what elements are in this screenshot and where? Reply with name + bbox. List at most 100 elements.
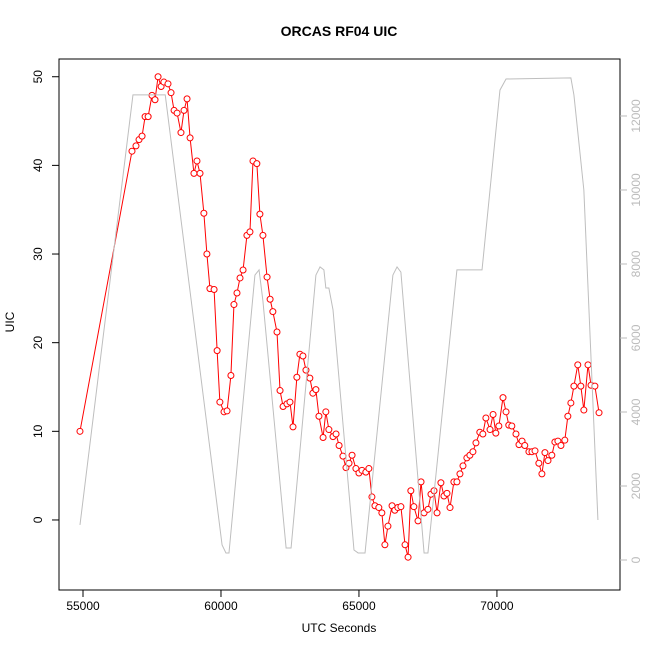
point xyxy=(577,382,585,390)
point xyxy=(535,459,543,467)
point xyxy=(180,106,188,114)
x-axis-label: UTC Seconds xyxy=(302,621,377,635)
point xyxy=(495,422,503,430)
point xyxy=(443,489,451,497)
point xyxy=(273,328,281,336)
point xyxy=(407,487,415,495)
point xyxy=(502,408,510,416)
point xyxy=(293,373,301,381)
point xyxy=(154,73,162,81)
point xyxy=(381,541,389,549)
point xyxy=(190,169,198,177)
point xyxy=(164,80,172,88)
point xyxy=(499,394,507,402)
point xyxy=(574,361,582,369)
point xyxy=(128,147,136,155)
point xyxy=(276,387,284,395)
point xyxy=(173,109,181,117)
point xyxy=(315,412,323,420)
point xyxy=(538,470,546,478)
point xyxy=(512,430,520,438)
point xyxy=(348,451,356,459)
point xyxy=(378,509,386,517)
point xyxy=(299,352,307,360)
point xyxy=(365,465,373,473)
x-tick-label: 55000 xyxy=(66,599,100,613)
point xyxy=(446,504,454,512)
point xyxy=(200,209,208,217)
plot-box xyxy=(58,58,621,591)
point xyxy=(541,449,549,457)
y2-tick-label: 4000 xyxy=(629,398,643,425)
y-tick-label: 0 xyxy=(31,516,45,523)
point xyxy=(183,95,191,103)
x-tick-label: 65000 xyxy=(342,599,376,613)
point xyxy=(203,250,211,258)
point xyxy=(186,134,194,142)
point xyxy=(368,493,376,501)
point xyxy=(76,427,84,435)
point xyxy=(479,430,487,438)
point xyxy=(223,407,231,415)
point xyxy=(437,479,445,487)
point xyxy=(453,478,461,486)
point xyxy=(469,448,477,456)
point xyxy=(384,522,392,530)
point xyxy=(482,414,490,422)
point xyxy=(138,132,146,140)
point xyxy=(253,160,261,168)
point xyxy=(319,434,327,442)
point xyxy=(508,422,516,430)
point xyxy=(210,285,218,293)
point xyxy=(322,408,330,416)
point xyxy=(424,505,432,513)
point xyxy=(196,169,204,177)
point xyxy=(404,553,412,561)
y2-tick-label: 0 xyxy=(629,556,643,563)
point xyxy=(489,410,497,418)
point xyxy=(557,442,565,450)
point xyxy=(580,406,588,414)
point xyxy=(459,462,467,470)
point xyxy=(325,426,333,434)
point xyxy=(216,398,224,406)
point xyxy=(339,452,347,460)
point xyxy=(486,426,494,434)
point xyxy=(266,295,274,303)
point xyxy=(177,129,185,137)
point xyxy=(259,231,267,239)
point xyxy=(246,228,254,236)
y-tick-label: 50 xyxy=(31,70,45,84)
point xyxy=(414,517,422,525)
point xyxy=(584,361,592,369)
point xyxy=(521,442,529,450)
y2-tick-label: 12000 xyxy=(629,99,643,133)
point xyxy=(564,412,572,420)
y2-tick-label: 2000 xyxy=(629,472,643,499)
point xyxy=(233,289,241,297)
y-tick-label: 30 xyxy=(31,247,45,261)
point xyxy=(151,96,159,104)
point xyxy=(433,509,441,517)
point xyxy=(236,274,244,282)
point xyxy=(531,447,539,455)
point xyxy=(544,457,552,465)
y-tick-label: 20 xyxy=(31,336,45,350)
point xyxy=(302,366,310,374)
point xyxy=(397,503,405,511)
point xyxy=(332,430,340,438)
point xyxy=(561,436,569,444)
point xyxy=(595,409,603,417)
y-tick-label: 40 xyxy=(31,158,45,172)
y-axis-label: UIC xyxy=(3,311,17,332)
x-tick-label: 70000 xyxy=(480,599,514,613)
point xyxy=(410,503,418,511)
point xyxy=(239,266,247,274)
x-tick-label: 60000 xyxy=(204,599,238,613)
point xyxy=(167,89,175,97)
point xyxy=(144,113,152,121)
chart-title: ORCAS RF04 UIC xyxy=(281,23,398,39)
point xyxy=(132,142,140,150)
y2-tick-label: 8000 xyxy=(629,250,643,277)
